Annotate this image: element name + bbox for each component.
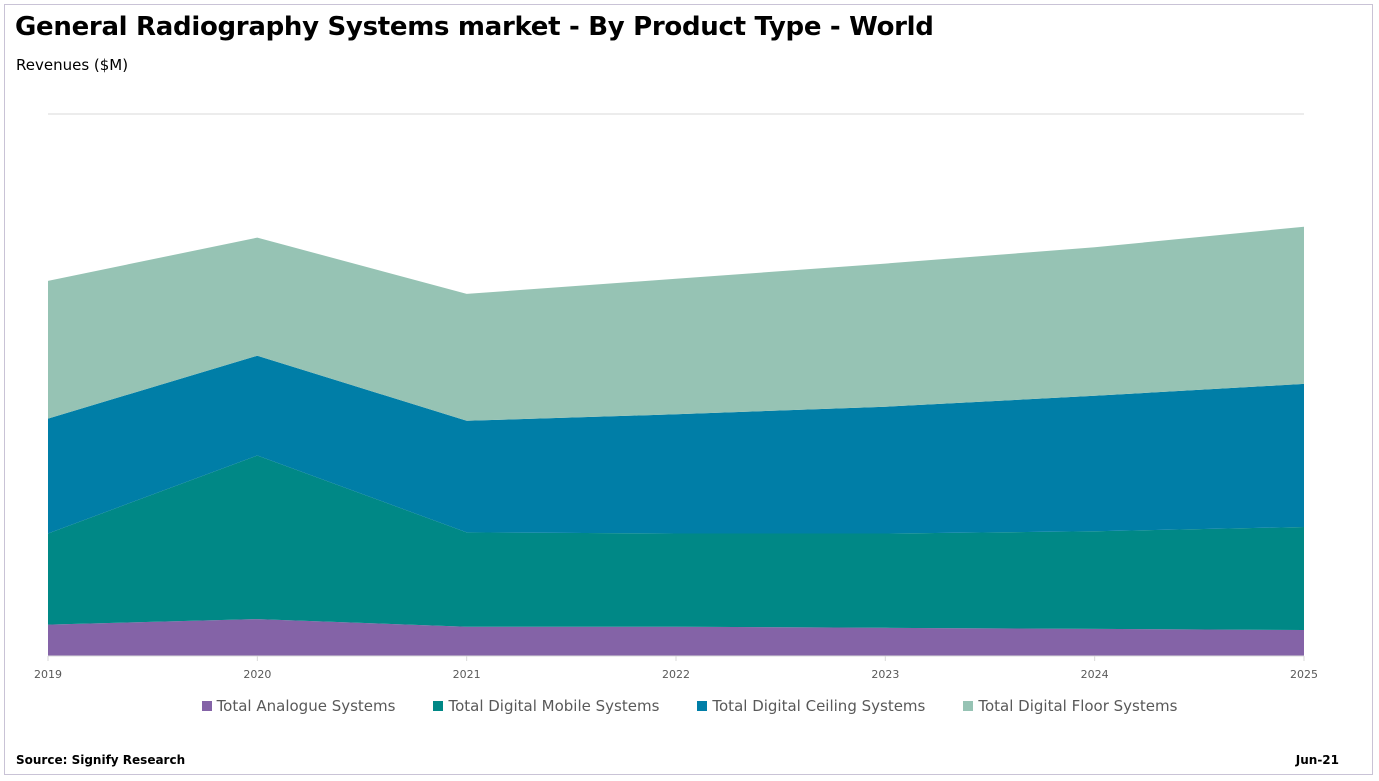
legend-swatch [697,701,708,711]
legend-label: Total Digital Mobile Systems [448,697,660,715]
x-tick-label: 2025 [1290,668,1318,681]
area-series-group [48,226,1304,656]
date-note: Jun-21 [1295,753,1339,767]
legend-label: Total Analogue Systems [216,697,396,715]
chart-title: General Radiography Systems market - By … [15,12,934,42]
legend-item: Total Digital Ceiling Systems [697,697,925,715]
x-axis: 2019 2020 2021 2022 2023 2024 2025 [34,655,1318,681]
legend-swatch [433,701,444,711]
legend-label: Total Digital Floor Systems [978,697,1178,715]
area-series-total-digital-floor-systems [48,226,1304,421]
legend: Total Analogue Systems Total Digital Mobi… [0,697,1379,715]
x-tick-label: 2020 [243,668,271,681]
x-tick-label: 2023 [871,668,899,681]
x-tick-label: 2019 [34,668,62,681]
source-note: Source: Signify Research [16,753,186,767]
legend-swatch [201,701,212,711]
area-chart: 2019 2020 2021 2022 2023 2024 2025 [34,113,1318,681]
x-tick-label: 2021 [453,668,481,681]
area-series-total-analogue-systems [48,619,1304,656]
legend-item: Total Digital Mobile Systems [433,697,659,715]
legend-item: Total Digital Floor Systems [963,697,1177,715]
legend-item: Total Analogue Systems [201,697,396,715]
area-series-total-digital-ceiling-systems [48,355,1304,534]
legend-swatch [963,701,974,711]
x-tick-label: 2022 [662,668,690,681]
area-series-total-digital-mobile-systems [48,455,1304,630]
legend-label: Total Digital Ceiling Systems [712,697,926,715]
x-tick-label: 2024 [1081,668,1109,681]
chart-subtitle: Revenues ($M) [16,56,129,74]
